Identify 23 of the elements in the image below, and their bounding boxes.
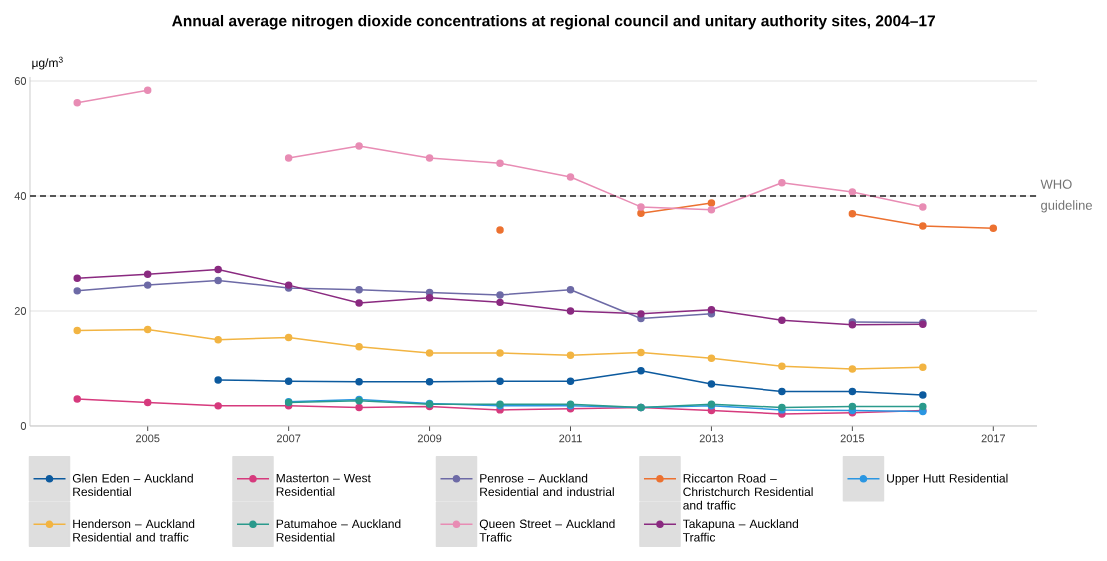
y-axis-title: μg/m$^{3}$: [32, 56, 63, 70]
x-tick-label: 2013: [699, 434, 724, 443]
legend-label: Patumahoe – Auckland Residential: [276, 519, 401, 542]
legend-label: Masterton – West Residential: [276, 473, 371, 496]
legend-label: Upper Hutt Residential: [887, 473, 1008, 485]
y-tick-label: 40: [14, 192, 27, 200]
x-tick-label: 2007: [276, 434, 301, 443]
legend-label: Henderson – Auckland Residential and traffic: [73, 519, 195, 542]
ref-line-label: WHO guideline: [1040, 179, 1092, 213]
x-tick-label: 2017: [981, 434, 1005, 443]
legend-label: Takapuna – Auckland Traffic: [683, 519, 799, 542]
x-tick-label: 2011: [559, 434, 582, 443]
legend-label: Penrose – Auckland Residential and industrial: [480, 473, 614, 497]
legend-label: Queen Street – Auckland Traffic: [479, 519, 615, 542]
x-tick-label: 2015: [840, 434, 865, 443]
legend-label: Riccarton Road – Christchurch Residential and traffic: [683, 473, 813, 510]
x-tick-label: 2005: [136, 434, 160, 443]
chart-title: Annual average nitrogen dioxide concentrations at regional council and unitary authority sites, 2004–17: [172, 14, 935, 30]
y-tick-label: 60: [14, 77, 27, 85]
x-tick-label: 2009: [417, 434, 442, 443]
y-tick-label: 20: [14, 307, 27, 315]
y-tick-label: 0: [20, 422, 27, 430]
legend-label: Glen Eden – Auckland Residential: [72, 473, 193, 497]
